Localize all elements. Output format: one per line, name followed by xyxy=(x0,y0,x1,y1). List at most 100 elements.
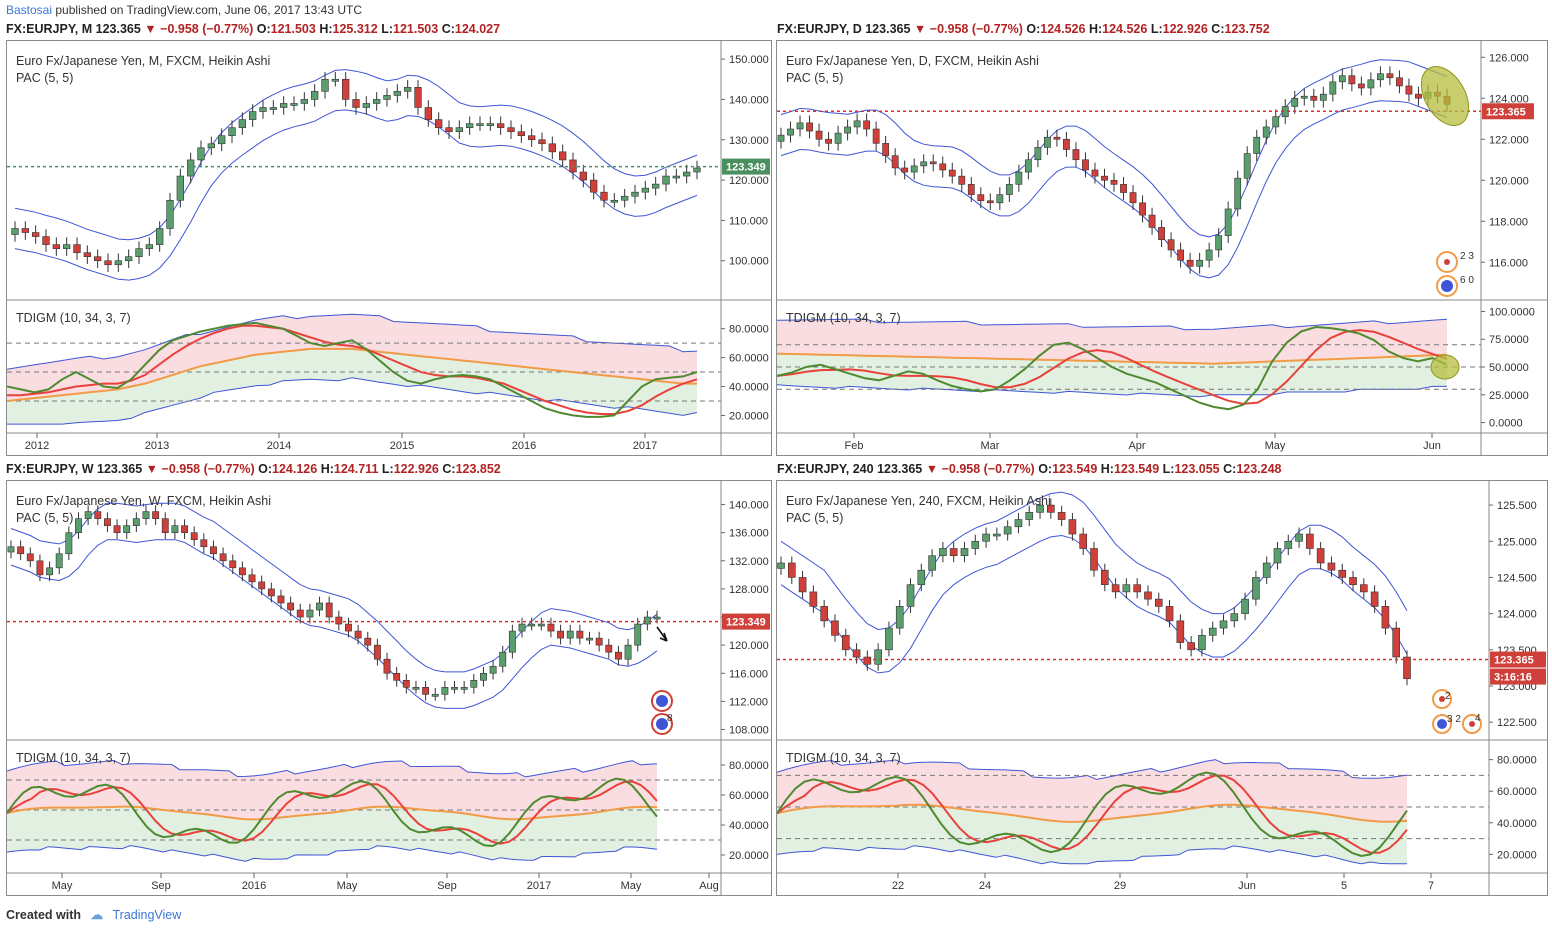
candle-body xyxy=(354,630,362,639)
price-tick-label: 132.000 xyxy=(729,556,769,568)
candle-body xyxy=(831,620,839,636)
candle-body xyxy=(652,183,660,189)
low-value: 123.055 xyxy=(1174,462,1220,476)
time-tick-label: 2015 xyxy=(390,440,414,452)
candle-body xyxy=(517,131,525,137)
ind-tick-label: 40.0000 xyxy=(729,820,769,832)
candle-body xyxy=(362,103,370,108)
change-value: −0.958 (−0.77%) xyxy=(941,462,1035,476)
candle-body xyxy=(537,623,545,627)
price-tick-label: 124.000 xyxy=(1489,93,1529,105)
candle-body xyxy=(1003,526,1012,535)
time-tick-label: Apr xyxy=(1128,440,1145,452)
tdi-red-line xyxy=(777,774,1408,854)
chart-panel-daily[interactable]: 126.000 124.000 122.000 120.000 118.000 116.0… xyxy=(776,40,1548,456)
candle-body xyxy=(331,78,339,82)
candle-body xyxy=(1348,75,1356,85)
low-label: L: xyxy=(1150,22,1163,36)
chart-panel-monthly[interactable]: 150.000 140.000 130.000 120.000 110.000 100.0… xyxy=(6,40,772,456)
close-label: C: xyxy=(1223,462,1237,476)
price-label-text: 123.365 xyxy=(1486,106,1526,118)
low-value: 121.503 xyxy=(393,22,439,36)
candle-body xyxy=(634,623,642,646)
time-tick-label: Aug xyxy=(699,880,719,892)
time-tick-label: Mar xyxy=(981,440,1000,452)
candle-body xyxy=(156,228,164,245)
time-tick-label: Sep xyxy=(437,880,457,892)
close-label: C: xyxy=(442,462,456,476)
chart-panel-240[interactable]: 125.500 125.000 124.500 124.000 123.500 123.0… xyxy=(776,480,1548,896)
event-badge-dot xyxy=(656,695,668,707)
candle-body xyxy=(528,623,536,627)
ind-tick-label: 60.0000 xyxy=(1497,786,1537,798)
down-arrow-icon: ▼ xyxy=(925,462,939,476)
candle-body xyxy=(1295,533,1303,542)
candle-body xyxy=(470,679,478,688)
candle-body xyxy=(1139,202,1146,216)
candle-body xyxy=(404,87,412,92)
candle-body xyxy=(1338,569,1347,578)
candle-body xyxy=(895,606,904,629)
chart-svg: 140.000136.000132.000128.000124.000120.0… xyxy=(7,481,771,895)
close-value: 123.248 xyxy=(1236,462,1282,476)
change-value: −0.958 (−0.77%) xyxy=(160,22,254,36)
pac-label: PAC (5, 5) xyxy=(786,511,843,525)
candle-body xyxy=(1053,136,1061,140)
event-badge-count: 2 xyxy=(1445,691,1451,702)
pac-label: PAC (5, 5) xyxy=(16,511,73,525)
candle-body xyxy=(476,123,484,126)
candle-body xyxy=(1262,126,1270,138)
candle-body xyxy=(1165,606,1174,622)
price-tick-label: 122.500 xyxy=(1497,717,1537,729)
candle-body xyxy=(104,260,112,266)
pac-label: PAC (5, 5) xyxy=(786,71,843,85)
event-badge-dot xyxy=(1469,721,1475,727)
ind-tick-label: 20.0000 xyxy=(729,850,769,862)
time-tick-label: 24 xyxy=(979,880,991,892)
countdown-text: 3:16:16 xyxy=(1494,672,1532,684)
tdigm-label: TDIGM (10, 34, 3, 7) xyxy=(786,751,901,765)
time-tick-label: Feb xyxy=(845,440,864,452)
candle-body xyxy=(311,91,319,100)
candle-body xyxy=(610,199,618,203)
candle-body xyxy=(1198,635,1206,651)
candle-body xyxy=(1079,533,1088,549)
highlight-ellipse xyxy=(1420,66,1470,126)
price-label-text: 123.349 xyxy=(726,617,766,629)
candle-body xyxy=(431,694,439,697)
candle-body xyxy=(1300,95,1308,99)
chart-panel-weekly[interactable]: 140.000136.000132.000128.000124.000120.0… xyxy=(6,480,772,896)
candle-body xyxy=(1205,249,1213,261)
candle-body xyxy=(1129,192,1137,204)
candle-body xyxy=(1196,259,1204,267)
candle-body xyxy=(1072,149,1080,161)
candle-body xyxy=(958,175,966,185)
candle-body xyxy=(316,602,323,611)
price-tick-label: 140.000 xyxy=(729,94,769,106)
price-tick-label: 118.000 xyxy=(1489,216,1528,228)
candle-body xyxy=(1310,95,1318,101)
tdigm-label: TDIGM (10, 34, 3, 7) xyxy=(786,311,901,325)
candle-body xyxy=(1144,591,1152,600)
tradingview-link[interactable]: TradingView xyxy=(112,908,182,922)
candle-body xyxy=(1110,179,1118,185)
candle-body xyxy=(190,532,198,541)
candle-body xyxy=(1405,85,1413,95)
candle-body xyxy=(422,687,430,695)
pac-upper-band xyxy=(14,69,698,241)
candle-body xyxy=(1215,235,1223,251)
candle-body xyxy=(1120,184,1127,193)
highlight-ellipse xyxy=(1430,354,1460,380)
candle-body xyxy=(345,623,352,632)
author-link[interactable]: Bastosai xyxy=(6,3,53,17)
candle-body xyxy=(960,548,969,557)
high-value: 125.312 xyxy=(332,22,378,36)
tdi-green-line xyxy=(7,777,658,848)
candle-body xyxy=(228,127,236,137)
candle-body xyxy=(605,644,613,653)
open-value: 123.549 xyxy=(1052,462,1098,476)
candle-body xyxy=(643,616,651,625)
candle-body xyxy=(1208,627,1217,636)
candle-body xyxy=(17,546,25,555)
candle-body xyxy=(559,151,567,161)
